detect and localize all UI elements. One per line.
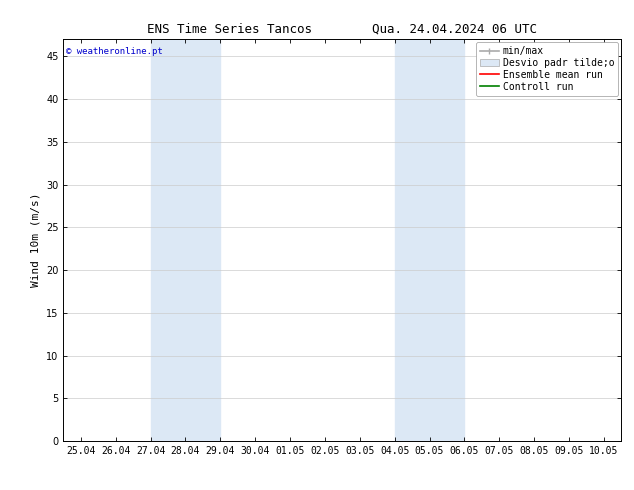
Text: © weatheronline.pt: © weatheronline.pt — [66, 47, 163, 56]
Y-axis label: Wind 10m (m/s): Wind 10m (m/s) — [30, 193, 41, 287]
Bar — [394, 39, 464, 441]
Title: ENS Time Series Tancos        Qua. 24.04.2024 06 UTC: ENS Time Series Tancos Qua. 24.04.2024 0… — [147, 22, 538, 35]
Legend: min/max, Desvio padr tilde;o, Ensemble mean run, Controll run: min/max, Desvio padr tilde;o, Ensemble m… — [476, 42, 618, 96]
Bar — [150, 39, 221, 441]
